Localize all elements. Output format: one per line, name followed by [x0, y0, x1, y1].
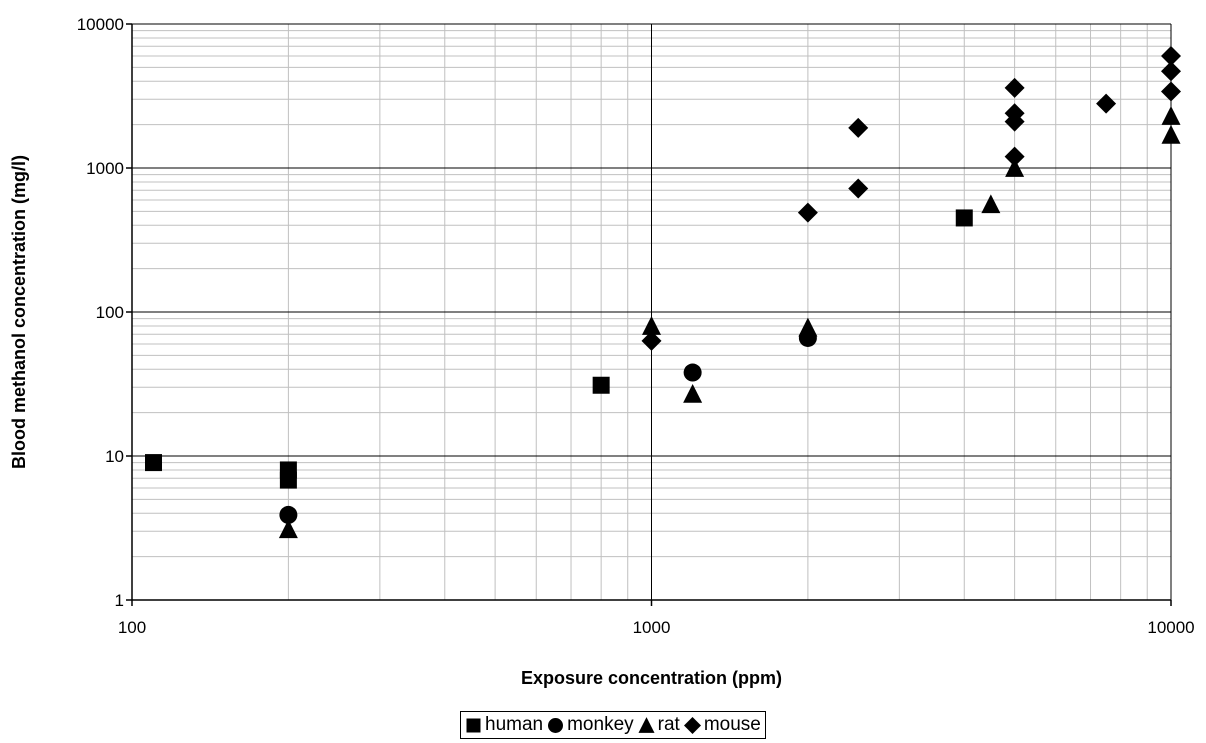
- legend-item-human: human: [465, 714, 543, 736]
- human-point: [592, 376, 610, 394]
- diamond-marker-icon: [683, 716, 701, 734]
- legend-triangle: [638, 716, 655, 733]
- circle-marker-icon: [548, 717, 564, 733]
- square-marker-icon: [466, 718, 481, 732]
- mouse-point: [1004, 146, 1025, 167]
- mouse-point: [1004, 111, 1025, 132]
- legend-label: monkey: [567, 714, 634, 735]
- legend-label: human: [485, 714, 544, 735]
- rat-point: [1161, 124, 1181, 144]
- legend-circle: [548, 717, 564, 733]
- y-tick-label: 10000: [77, 15, 124, 34]
- rat-point: [1005, 158, 1025, 177]
- mouse-point: [641, 330, 662, 351]
- data-points: [145, 45, 1181, 539]
- human-point: [279, 471, 297, 489]
- y-axis-title: Blood methanol concentration (mg/l): [9, 155, 29, 469]
- y-tick-label: 1000: [86, 159, 124, 178]
- mouse-point: [1004, 77, 1025, 98]
- legend: human monkey rat mouse: [460, 711, 766, 739]
- mouse-point: [1161, 81, 1181, 102]
- axes: [126, 23, 1172, 606]
- x-tick-labels: 100 1000 10000: [118, 618, 1195, 637]
- rat-point: [278, 519, 298, 539]
- mouse-point: [848, 117, 869, 138]
- y-tick-label: 10: [105, 447, 124, 466]
- rat-point: [642, 316, 661, 335]
- mouse-point: [797, 202, 818, 223]
- triangle-marker-icon: [638, 716, 655, 733]
- mouse-point: [1161, 61, 1181, 82]
- legend-item-rat: rat: [638, 714, 680, 736]
- y-tick-label: 100: [96, 303, 124, 322]
- rat-point: [981, 194, 1001, 214]
- legend-diamond: [683, 716, 701, 734]
- rat-point: [1161, 105, 1181, 125]
- rat-point: [798, 317, 818, 337]
- human-point: [145, 454, 163, 472]
- x-tick-label: 1000: [633, 618, 671, 637]
- monkey-point: [683, 363, 702, 382]
- y-tick-label: 1: [115, 591, 124, 610]
- legend-square: [466, 718, 481, 732]
- x-tick-label: 10000: [1147, 618, 1194, 637]
- x-axis-title: Exposure concentration (ppm): [521, 668, 782, 688]
- mouse-point: [1161, 45, 1181, 66]
- monkey-point: [279, 505, 298, 524]
- human-point: [955, 209, 973, 227]
- legend-label: mouse: [703, 714, 761, 735]
- rat-point: [683, 383, 703, 403]
- legend-item-monkey: monkey: [547, 714, 634, 736]
- y-tick-labels: 1 10 100 1000 10000: [77, 15, 124, 610]
- legend-label: rat: [657, 714, 680, 735]
- legend-item-mouse: mouse: [683, 714, 761, 736]
- mouse-point: [1096, 93, 1117, 114]
- mouse-point: [848, 178, 869, 199]
- x-tick-label: 100: [118, 618, 146, 637]
